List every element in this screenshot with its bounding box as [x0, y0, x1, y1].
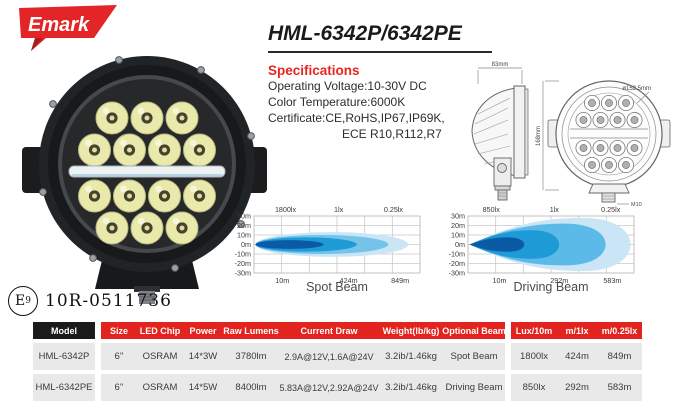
- spec-certificate: Certificate:CE,RoHS,IP67,IP69K,: [268, 111, 445, 125]
- svg-text:-20m: -20m: [235, 259, 251, 268]
- title-underline: [268, 51, 492, 53]
- cell-m-025lx: 583m: [597, 374, 642, 401]
- header-m-025lx: m/0.25lx: [597, 322, 642, 339]
- emark-logo-flag: Emark: [19, 5, 117, 51]
- dim-width-label: 83mm: [492, 62, 509, 68]
- header-model: Model: [33, 322, 95, 339]
- spot-beam-chart: 30m 20m 10m 0m -10m -20m -30m 1800lx 1lx 0.25lx 10…: [220, 196, 432, 300]
- emark-logo-text: Emark: [28, 14, 90, 36]
- svg-text:0.25lx: 0.25lx: [601, 205, 621, 214]
- cell-weight: 3.2ib/1.46kg: [379, 374, 443, 401]
- specifications-heading: Specifications: [268, 63, 360, 78]
- svg-text:-10m: -10m: [449, 250, 465, 259]
- cell-size: 6'': [101, 343, 137, 370]
- header-m-1lx: m/1lx: [557, 322, 597, 339]
- svg-text:-30m: -30m: [449, 269, 465, 278]
- svg-text:0m: 0m: [241, 240, 251, 249]
- led-array: [68, 101, 226, 245]
- cell-m-025lx: 849m: [597, 343, 642, 370]
- svg-text:-10m: -10m: [235, 250, 251, 259]
- cell-power: 14*5W: [183, 374, 223, 401]
- led-lamp-illustration: [22, 56, 267, 304]
- cell-model: HML-6342PE: [33, 374, 95, 401]
- cell-led-chip: OSRAM: [137, 343, 183, 370]
- table-header-row: Model Size LED Chip Power Raw Lumens Cur…: [33, 322, 642, 339]
- cell-raw-lumens: 3780lm: [223, 343, 279, 370]
- svg-text:10m: 10m: [451, 231, 465, 240]
- header-weight: Weight(lb/kg): [379, 322, 443, 339]
- dim-diameter-label: ø152.5mm: [622, 86, 651, 92]
- cell-raw-lumens: 8400lm: [223, 374, 279, 401]
- cell-optional-beam: Driving Beam: [443, 374, 505, 401]
- driving-beam-title: Driving Beam: [513, 280, 589, 294]
- cell-led-chip: OSRAM: [137, 374, 183, 401]
- svg-text:10m: 10m: [275, 276, 289, 285]
- cell-weight: 3.2ib/1.46kg: [379, 343, 443, 370]
- table-row: HML-6342P 6'' OSRAM 14*3W 3780lm 2.9A@12…: [33, 343, 642, 370]
- svg-text:583m: 583m: [603, 276, 621, 285]
- header-optional-beam: Optional Beam: [442, 322, 506, 339]
- svg-text:1lx: 1lx: [550, 205, 560, 214]
- svg-text:30m: 30m: [237, 212, 251, 221]
- bezel-screws: [39, 56, 255, 272]
- cell-optional-beam: Spot Beam: [443, 343, 505, 370]
- title-block: HML-6342P/6342PE Specifications Operatin…: [268, 22, 508, 142]
- svg-text:0m: 0m: [455, 240, 465, 249]
- dim-thread-label: M10: [631, 202, 642, 208]
- svg-text:-30m: -30m: [235, 269, 251, 278]
- cell-m-1lx: 424m: [557, 343, 597, 370]
- spec-certificate-cont: ECE R10,R112,R7: [342, 127, 442, 141]
- page-title: HML-6342P/6342PE: [268, 22, 462, 45]
- cell-power: 14*3W: [183, 343, 223, 370]
- svg-text:30m: 30m: [451, 212, 465, 221]
- spec-table: Model Size LED Chip Power Raw Lumens Cur…: [33, 322, 642, 405]
- svg-text:10m: 10m: [237, 231, 251, 240]
- svg-text:849m: 849m: [391, 276, 409, 285]
- spot-beam-title: Spot Beam: [306, 280, 368, 294]
- cell-m-1lx: 292m: [557, 374, 597, 401]
- svg-text:1lx: 1lx: [334, 205, 344, 214]
- spec-color-temperature: Color Temperature:6000K: [268, 95, 406, 109]
- table-row: HML-6342PE 6'' OSRAM 14*5W 8400lm 5.83A@…: [33, 374, 642, 401]
- header-power: Power: [183, 322, 223, 339]
- cell-lux-10m: 850lx: [511, 374, 557, 401]
- approval-number: 10R-0511736: [45, 291, 172, 311]
- cell-lux-10m: 1800lx: [511, 343, 557, 370]
- svg-text:292m: 292m: [550, 276, 568, 285]
- header-led-chip: LED Chip: [137, 322, 183, 339]
- driving-beam-chart: 30m 20m 10m 0m -10m -20m -30m 850lx 1lx 0.25lx 10m…: [434, 196, 646, 300]
- header-lux-10m: Lux/10m: [511, 322, 557, 339]
- spec-operating-voltage: Operating Voltage:10-30V DC: [268, 79, 427, 93]
- cell-current-draw: 5.83A@12V,2.92A@24V: [279, 374, 379, 401]
- cell-current-draw: 2.9A@12V,1.6A@24V: [279, 343, 379, 370]
- product-photo: [12, 52, 277, 304]
- header-size: Size: [101, 322, 137, 339]
- cell-size: 6'': [101, 374, 137, 401]
- svg-text:10m: 10m: [493, 276, 507, 285]
- svg-text:-20m: -20m: [449, 259, 465, 268]
- svg-text:424m: 424m: [340, 276, 358, 285]
- dim-height-label: 168mm: [536, 126, 542, 146]
- drawing-side-view: 83mm: [458, 58, 546, 202]
- cell-model: HML-6342P: [33, 343, 95, 370]
- svg-text:0.25lx: 0.25lx: [384, 205, 404, 214]
- header-raw-lumens: Raw Lumens: [223, 322, 279, 339]
- emark-logo: Emark: [14, 5, 118, 53]
- svg-text:1800lx: 1800lx: [275, 205, 297, 214]
- svg-text:850lx: 850lx: [483, 205, 501, 214]
- drawing-front-view: 168mm ø152.5mm M10: [533, 58, 680, 208]
- header-current-draw: Current Draw: [279, 322, 379, 339]
- svg-text:20m: 20m: [451, 221, 465, 230]
- svg-text:20m: 20m: [237, 221, 251, 230]
